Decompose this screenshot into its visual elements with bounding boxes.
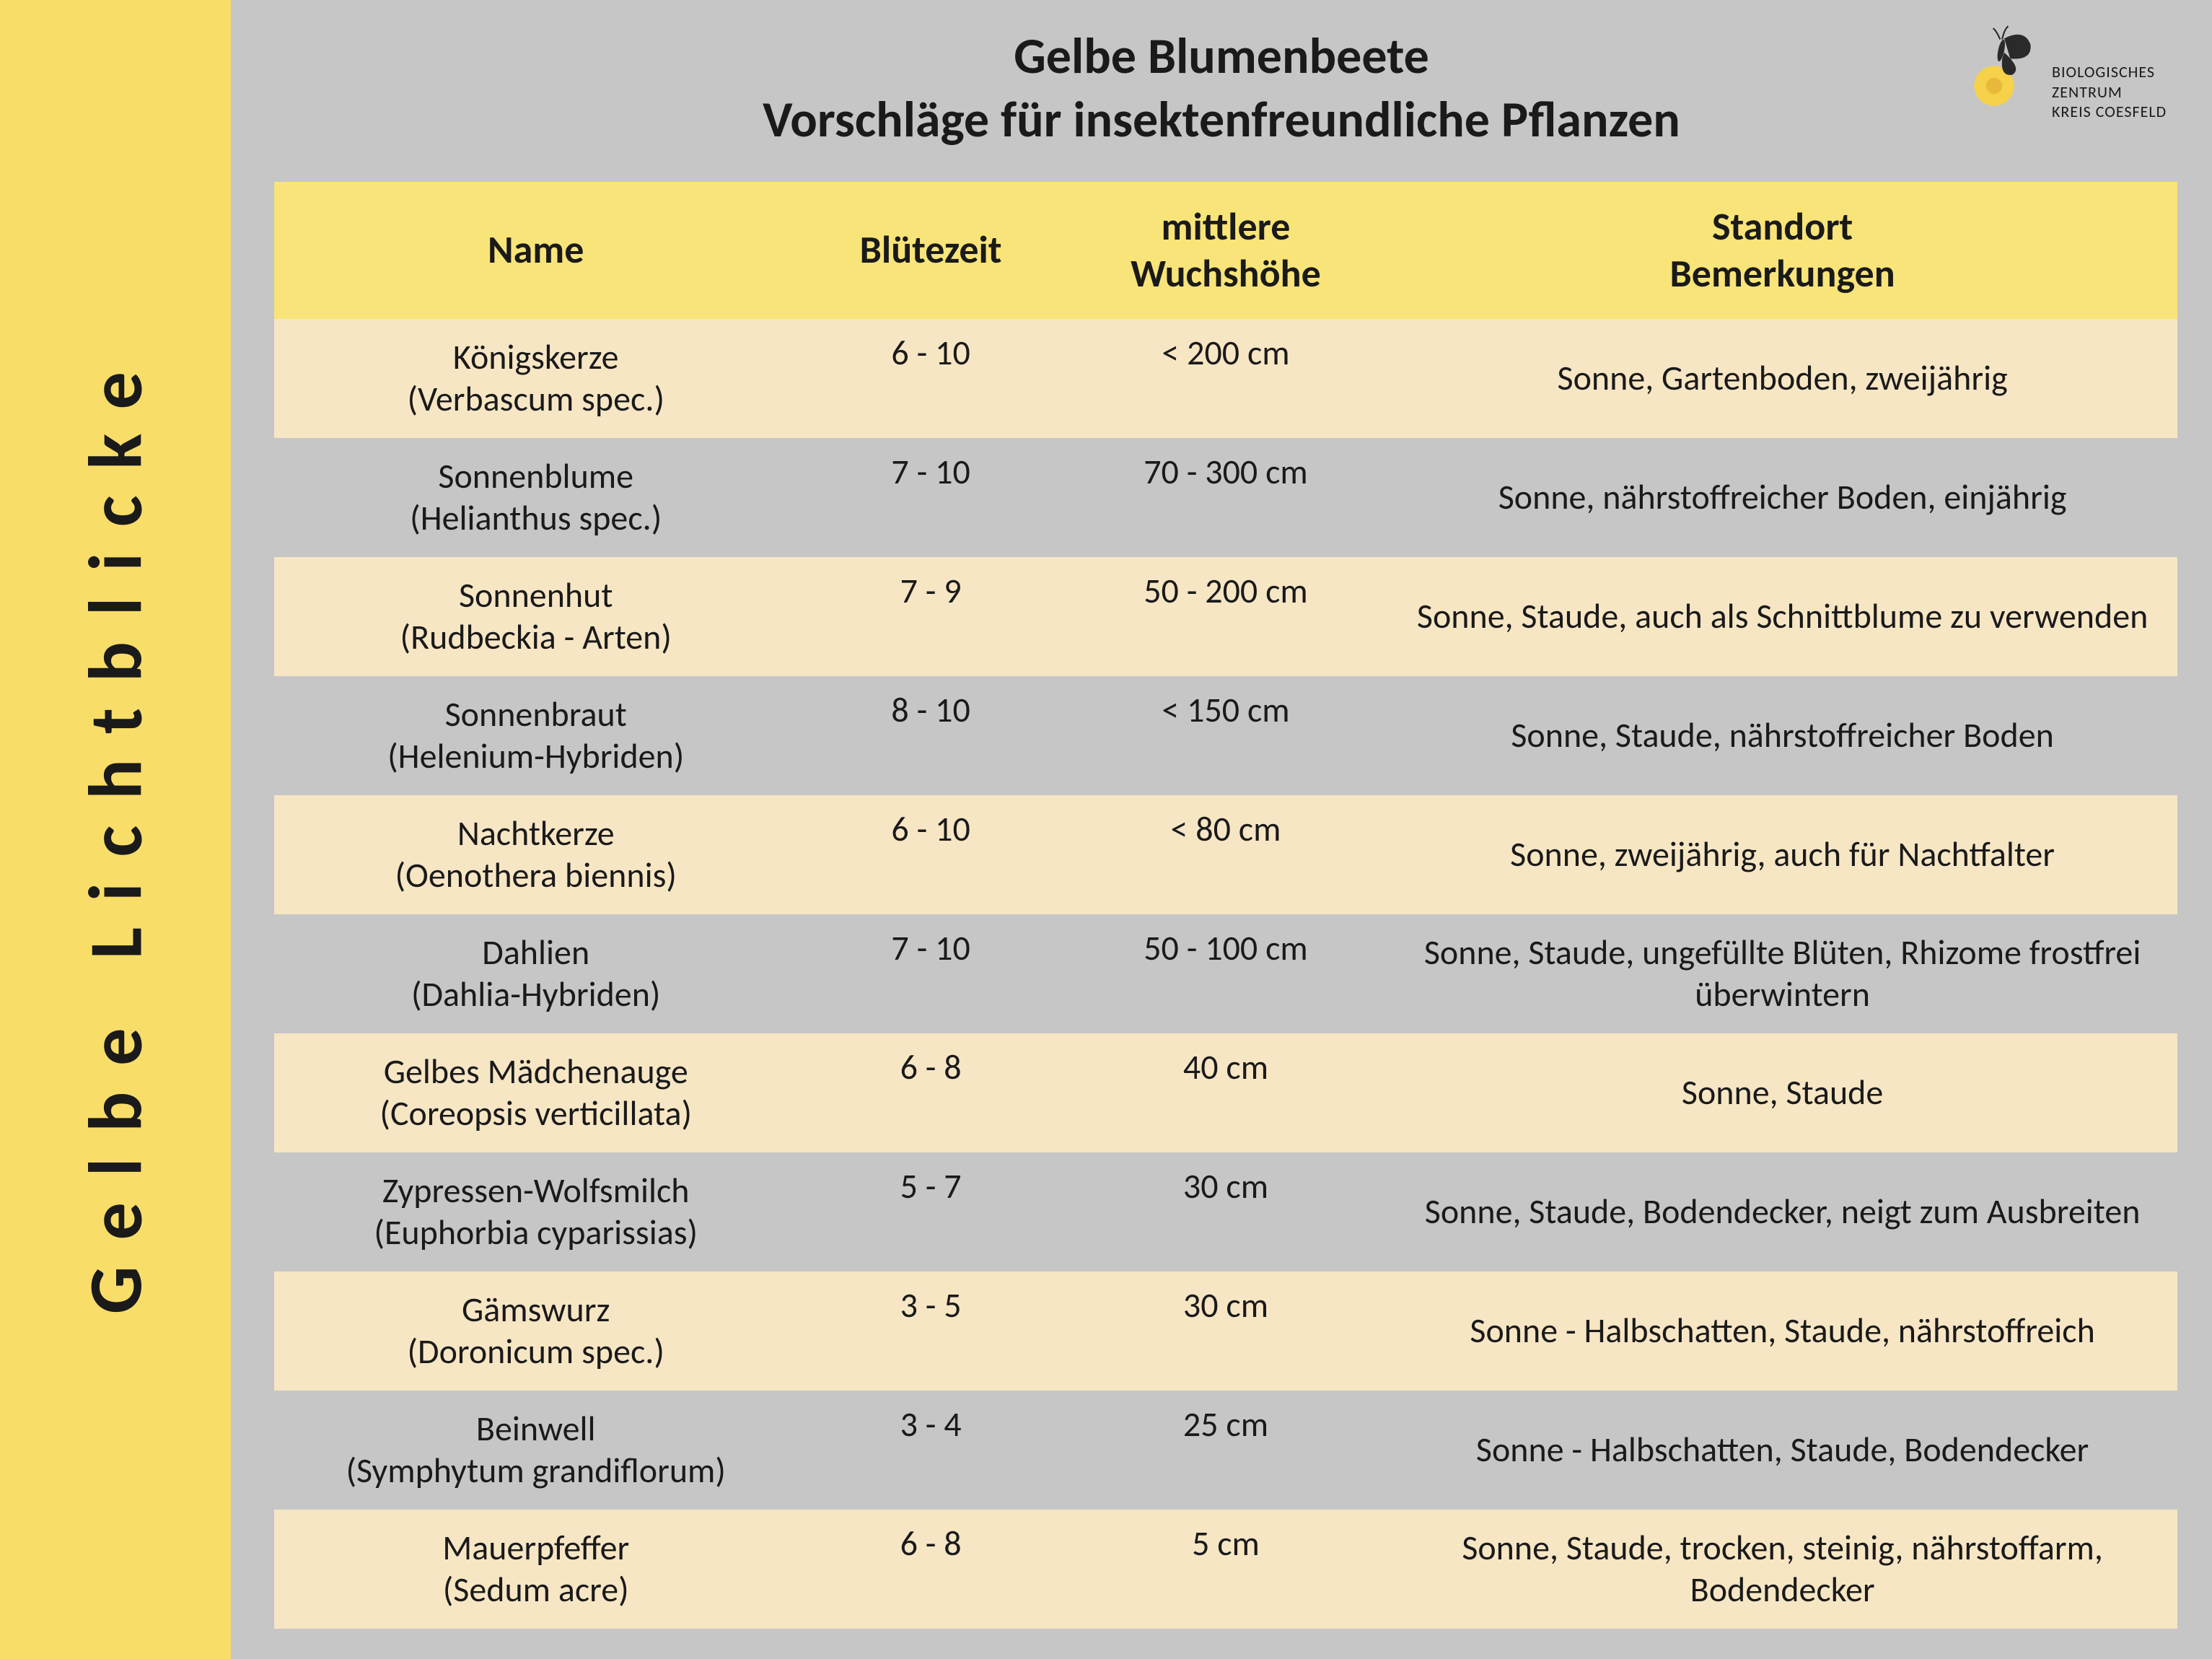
plant-latin-name: (Coreopsis verticillata) <box>284 1093 787 1135</box>
plant-table-container: Name Blütezeit mittlereWuchshöhe Standor… <box>274 182 2177 1629</box>
cell-name: Nachtkerze(Oenothera biennis) <box>274 795 797 914</box>
logo: BIOLOGISCHES ZENTRUM KREIS COESFELD <box>1944 20 2174 150</box>
sidebar-title: Gelbe Lichtblicke <box>70 346 162 1314</box>
plant-table: Name Blütezeit mittlereWuchshöhe Standor… <box>274 182 2177 1629</box>
plant-common-name: Sonnenblume <box>284 455 787 498</box>
plant-latin-name: (Helenium-Hybriden) <box>284 735 787 778</box>
plant-latin-name: (Symphytum grandiflorum) <box>284 1450 787 1492</box>
col-height: mittlereWuchshöhe <box>1064 182 1387 319</box>
plant-latin-name: (Helianthus spec.) <box>284 497 787 540</box>
col-name: Name <box>274 182 797 319</box>
cell-bloom: 3 - 5 <box>797 1271 1063 1391</box>
cell-height: 25 cm <box>1064 1391 1387 1510</box>
table-row: Nachtkerze(Oenothera biennis)6 - 10< 80 … <box>274 795 2177 914</box>
table-row: Sonnenbraut(Helenium-Hybriden)8 - 10< 15… <box>274 676 2177 795</box>
cell-bloom: 6 - 8 <box>797 1510 1063 1629</box>
cell-name: Dahlien(Dahlia-Hybriden) <box>274 914 797 1033</box>
plant-common-name: Sonnenbraut <box>284 693 787 736</box>
cell-notes: Sonne, zweijährig, auch für Nachtfalter <box>1387 795 2177 914</box>
cell-bloom: 6 - 8 <box>797 1033 1063 1152</box>
cell-notes: Sonne, Staude, trocken, steinig, nährsto… <box>1387 1510 2177 1629</box>
cell-notes: Sonne, Staude <box>1387 1033 2177 1152</box>
cell-height: < 150 cm <box>1064 676 1387 795</box>
plant-common-name: Sonnenhut <box>284 574 787 617</box>
plant-latin-name: (Dahlia-Hybriden) <box>284 973 787 1016</box>
cell-notes: Sonne, Gartenboden, zweijährig <box>1387 319 2177 438</box>
cell-notes: Sonne, Staude, nährstoffreicher Boden <box>1387 676 2177 795</box>
flower-butterfly-icon <box>1944 111 2045 125</box>
cell-name: Sonnenbraut(Helenium-Hybriden) <box>274 676 797 795</box>
plant-common-name: Königskerze <box>284 336 787 379</box>
plant-common-name: Zypressen-Wolfsmilch <box>284 1170 787 1212</box>
cell-bloom: 5 - 7 <box>797 1152 1063 1271</box>
cell-name: Mauerpfeffer(Sedum acre) <box>274 1510 797 1629</box>
table-row: Zypressen-Wolfsmilch(Euphorbia cyparissi… <box>274 1152 2177 1271</box>
table-row: Dahlien(Dahlia-Hybriden)7 - 1050 - 100 c… <box>274 914 2177 1033</box>
cell-notes: Sonne, Staude, auch als Schnittblume zu … <box>1387 557 2177 676</box>
col-bloom: Blütezeit <box>797 182 1063 319</box>
cell-notes: Sonne - Halbschatten, Staude, Bodendecke… <box>1387 1391 2177 1510</box>
title-line-1: Gelbe Blumenbeete <box>231 25 2212 88</box>
plant-common-name: Nachtkerze <box>284 813 787 855</box>
col-notes: StandortBemerkungen <box>1387 182 2177 319</box>
table-header-row: Name Blütezeit mittlereWuchshöhe Standor… <box>274 182 2177 319</box>
cell-bloom: 8 - 10 <box>797 676 1063 795</box>
cell-height: 50 - 100 cm <box>1064 914 1387 1033</box>
plant-latin-name: (Rudbeckia - Arten) <box>284 616 787 659</box>
cell-height: 70 - 300 cm <box>1064 438 1387 557</box>
cell-name: Beinwell(Symphytum grandiflorum) <box>274 1391 797 1510</box>
cell-name: Zypressen-Wolfsmilch(Euphorbia cyparissi… <box>274 1152 797 1271</box>
sidebar: Gelbe Lichtblicke <box>0 0 231 1659</box>
cell-name: Sonnenblume(Helianthus spec.) <box>274 438 797 557</box>
cell-notes: Sonne - Halbschatten, Staude, nährstoffr… <box>1387 1271 2177 1391</box>
plant-common-name: Beinwell <box>284 1408 787 1450</box>
plant-common-name: Mauerpfeffer <box>284 1527 787 1570</box>
plant-latin-name: (Verbascum spec.) <box>284 378 787 421</box>
plant-common-name: Gämswurz <box>284 1289 787 1331</box>
plant-common-name: Gelbes Mädchenauge <box>284 1051 787 1093</box>
title-line-2: Vorschläge für insektenfreundliche Pflan… <box>231 88 2212 152</box>
cell-bloom: 6 - 10 <box>797 319 1063 438</box>
plant-latin-name: (Oenothera biennis) <box>284 854 787 897</box>
table-row: Beinwell(Symphytum grandiflorum)3 - 425 … <box>274 1391 2177 1510</box>
logo-text: BIOLOGISCHES ZENTRUM KREIS COESFELD <box>2052 62 2167 122</box>
table-row: Gelbes Mädchenauge(Coreopsis verticillat… <box>274 1033 2177 1152</box>
cell-notes: Sonne, nährstoffreicher Boden, einjährig <box>1387 438 2177 557</box>
cell-notes: Sonne, Staude, ungefüllte Blüten, Rhizom… <box>1387 914 2177 1033</box>
cell-height: 50 - 200 cm <box>1064 557 1387 676</box>
cell-bloom: 7 - 10 <box>797 914 1063 1033</box>
logo-text-line-2: ZENTRUM <box>2052 82 2167 102</box>
cell-height: 30 cm <box>1064 1152 1387 1271</box>
cell-height: < 80 cm <box>1064 795 1387 914</box>
cell-height: 5 cm <box>1064 1510 1387 1629</box>
cell-height: 40 cm <box>1064 1033 1387 1152</box>
cell-height: < 200 cm <box>1064 319 1387 438</box>
plant-latin-name: (Sedum acre) <box>284 1569 787 1611</box>
page-title: Gelbe Blumenbeete Vorschläge für insekte… <box>231 25 2212 151</box>
cell-height: 30 cm <box>1064 1271 1387 1391</box>
cell-notes: Sonne, Staude, Bodendecker, neigt zum Au… <box>1387 1152 2177 1271</box>
table-row: Sonnenhut(Rudbeckia - Arten)7 - 950 - 20… <box>274 557 2177 676</box>
cell-bloom: 6 - 10 <box>797 795 1063 914</box>
plant-latin-name: (Euphorbia cyparissias) <box>284 1212 787 1254</box>
cell-name: Gelbes Mädchenauge(Coreopsis verticillat… <box>274 1033 797 1152</box>
table-row: Sonnenblume(Helianthus spec.)7 - 1070 - … <box>274 438 2177 557</box>
cell-bloom: 7 - 10 <box>797 438 1063 557</box>
logo-text-line-3: KREIS COESFELD <box>2052 102 2167 122</box>
cell-bloom: 7 - 9 <box>797 557 1063 676</box>
logo-text-line-1: BIOLOGISCHES <box>2052 62 2167 82</box>
cell-name: Königskerze(Verbascum spec.) <box>274 319 797 438</box>
cell-name: Sonnenhut(Rudbeckia - Arten) <box>274 557 797 676</box>
table-row: Königskerze(Verbascum spec.)6 - 10< 200 … <box>274 319 2177 438</box>
cell-name: Gämswurz(Doronicum spec.) <box>274 1271 797 1391</box>
cell-bloom: 3 - 4 <box>797 1391 1063 1510</box>
table-row: Mauerpfeffer(Sedum acre)6 - 85 cmSonne, … <box>274 1510 2177 1629</box>
plant-latin-name: (Doronicum spec.) <box>284 1331 787 1373</box>
table-row: Gämswurz(Doronicum spec.)3 - 530 cmSonne… <box>274 1271 2177 1391</box>
plant-common-name: Dahlien <box>284 932 787 974</box>
